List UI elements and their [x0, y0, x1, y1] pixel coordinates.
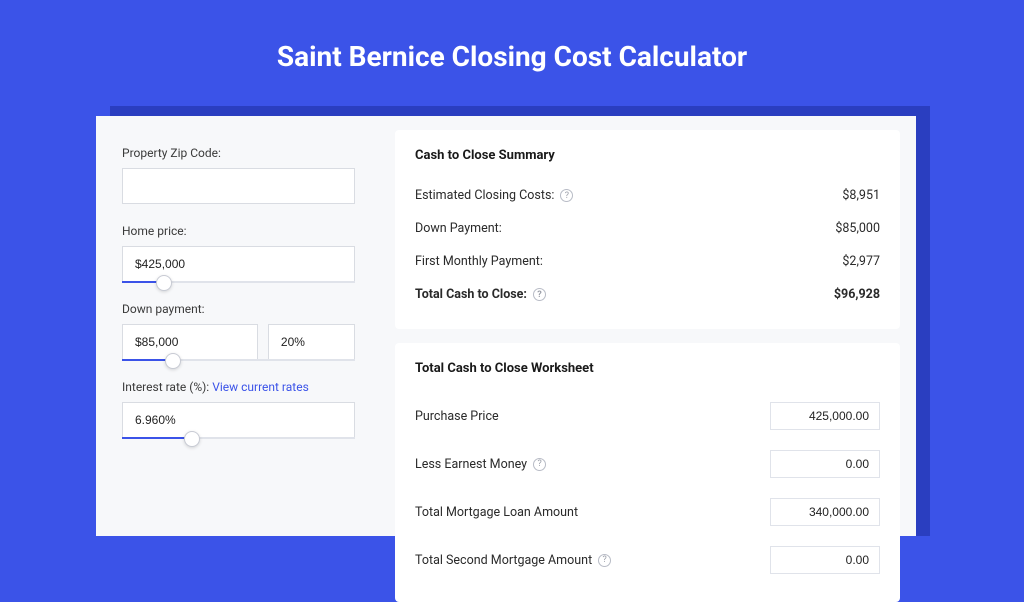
summary-row-value: $2,977: [842, 254, 880, 269]
summary-row-label: Total Cash to Close:?: [415, 287, 546, 302]
summary-row: Estimated Closing Costs:? $8,951: [415, 179, 880, 212]
help-icon[interactable]: ?: [533, 458, 546, 471]
home-price-slider-thumb[interactable]: [156, 275, 172, 291]
worksheet-row-input[interactable]: [770, 402, 880, 430]
worksheet-row-label-text: Total Second Mortgage Amount: [415, 553, 592, 568]
summary-row-label: First Monthly Payment:: [415, 254, 543, 269]
inputs-column: Property Zip Code: Home price: Down paym…: [96, 116, 381, 536]
zip-label: Property Zip Code:: [122, 146, 355, 160]
home-price-slider-wrap: [122, 246, 355, 282]
summary-row-value: $85,000: [835, 221, 880, 236]
worksheet-row-label-text: Purchase Price: [415, 409, 499, 424]
zip-field-group: Property Zip Code:: [122, 146, 355, 204]
down-payment-row: [122, 324, 355, 360]
home-price-field-group: Home price:: [122, 224, 355, 282]
down-payment-pct-input[interactable]: [268, 324, 355, 360]
down-payment-slider-wrap: [122, 324, 355, 360]
worksheet-row-label-text: Less Earnest Money: [415, 457, 527, 472]
worksheet-row-label: Less Earnest Money?: [415, 457, 546, 472]
summary-row-label: Estimated Closing Costs:?: [415, 188, 573, 203]
summary-row-value: $8,951: [842, 188, 880, 203]
worksheet-row: Less Earnest Money?: [415, 440, 880, 488]
worksheet-row-label: Purchase Price: [415, 409, 499, 424]
summary-row: Down Payment: $85,000: [415, 212, 880, 245]
interest-input[interactable]: [122, 402, 355, 438]
down-payment-slider-thumb[interactable]: [165, 353, 181, 369]
help-icon[interactable]: ?: [533, 288, 546, 301]
worksheet-row: Purchase Price: [415, 392, 880, 440]
home-price-input[interactable]: [122, 246, 355, 282]
summary-row-label-text: Total Cash to Close:: [415, 287, 527, 302]
worksheet-row: Total Second Mortgage Amount?: [415, 536, 880, 584]
zip-input[interactable]: [122, 168, 355, 204]
worksheet-row-label-text: Total Mortgage Loan Amount: [415, 505, 578, 520]
summary-card: Cash to Close Summary Estimated Closing …: [395, 130, 900, 329]
interest-label: Interest rate (%): View current rates: [122, 380, 355, 394]
down-payment-label: Down payment:: [122, 302, 355, 316]
worksheet-row-input[interactable]: [770, 498, 880, 526]
summary-row-label-text: First Monthly Payment:: [415, 254, 543, 269]
worksheet-row-input[interactable]: [770, 546, 880, 574]
worksheet-title: Total Cash to Close Worksheet: [415, 361, 880, 376]
interest-slider-fill: [122, 437, 192, 439]
worksheet-row: Total Mortgage Loan Amount: [415, 488, 880, 536]
worksheet-row-input[interactable]: [770, 450, 880, 478]
down-payment-amount-input[interactable]: [122, 324, 258, 360]
summary-title: Cash to Close Summary: [415, 148, 880, 163]
down-payment-field-group: Down payment:: [122, 302, 355, 360]
interest-label-text: Interest rate (%):: [122, 380, 209, 394]
page-title: Saint Bernice Closing Cost Calculator: [0, 0, 1024, 101]
help-icon[interactable]: ?: [560, 189, 573, 202]
interest-slider-thumb[interactable]: [184, 431, 200, 447]
results-column: Cash to Close Summary Estimated Closing …: [381, 116, 916, 536]
summary-row: Total Cash to Close:? $96,928: [415, 278, 880, 311]
interest-field-group: Interest rate (%): View current rates: [122, 380, 355, 438]
summary-row-value: $96,928: [834, 287, 880, 302]
worksheet-row-label: Total Second Mortgage Amount?: [415, 553, 611, 568]
worksheet-row-label: Total Mortgage Loan Amount: [415, 505, 578, 520]
summary-row: First Monthly Payment: $2,977: [415, 245, 880, 278]
worksheet-card: Total Cash to Close Worksheet Purchase P…: [395, 343, 900, 602]
calculator-panel: Property Zip Code: Home price: Down paym…: [96, 116, 916, 536]
interest-slider-wrap: [122, 402, 355, 438]
home-price-label: Home price:: [122, 224, 355, 238]
summary-row-label-text: Down Payment:: [415, 221, 502, 236]
summary-row-label: Down Payment:: [415, 221, 502, 236]
help-icon[interactable]: ?: [598, 554, 611, 567]
view-rates-link[interactable]: View current rates: [212, 380, 309, 394]
summary-row-label-text: Estimated Closing Costs:: [415, 188, 554, 203]
